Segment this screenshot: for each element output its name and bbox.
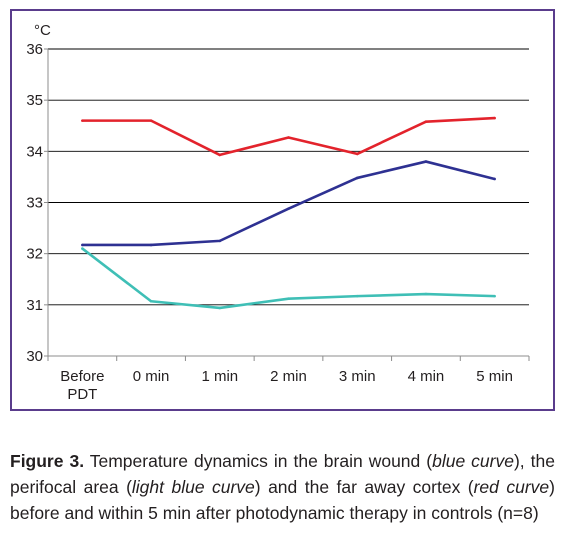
y-tick-label: 31 <box>26 297 43 314</box>
y-tick-label: 36 <box>26 41 43 58</box>
y-tick-label: 35 <box>26 92 43 109</box>
data-point <box>218 306 222 310</box>
caption-text: ) before and within 5 min after photodyn… <box>10 476 555 523</box>
x-tick-label: Before PDT <box>60 368 104 403</box>
data-point <box>424 160 428 163</box>
data-point <box>287 297 290 300</box>
x-tick-label: 2 min <box>270 368 307 385</box>
data-point <box>149 243 153 247</box>
data-point <box>424 292 428 296</box>
x-tick-label: 3 min <box>339 368 376 385</box>
data-point <box>218 153 222 157</box>
series-line-1 <box>82 160 495 247</box>
data-point <box>355 294 359 298</box>
y-unit-label: °C <box>34 22 51 39</box>
y-tick-label: 30 <box>26 348 43 365</box>
figure-caption: Figure 3. Temperature dynamics in the br… <box>10 448 555 526</box>
data-point <box>81 247 84 250</box>
caption-light-blue-curve: light blue curve <box>131 476 255 497</box>
data-point <box>493 294 496 298</box>
caption-text: Temperature dynamics in the brain wound … <box>84 450 433 471</box>
data-point <box>355 176 359 180</box>
data-point <box>287 136 290 139</box>
x-tick-label: 5 min <box>476 368 513 385</box>
data-point <box>424 120 428 123</box>
data-point <box>287 207 290 210</box>
data-point <box>355 152 359 156</box>
figure-label: Figure 3. <box>10 450 85 471</box>
data-point <box>81 119 84 122</box>
y-tick-label: 34 <box>26 143 43 160</box>
data-point <box>149 299 153 303</box>
data-point <box>81 243 84 247</box>
x-tick-label: 4 min <box>408 368 445 385</box>
data-point <box>493 177 496 181</box>
y-tick-label: 33 <box>26 195 43 212</box>
caption-text: ), the perifocal area ( <box>10 450 555 497</box>
chart-frame: 30 31 32 33 34 35 36 °C Before PDT 0 min 1 min 2 min… <box>10 9 555 411</box>
data-point <box>218 239 222 243</box>
x-tick-label: 0 min <box>133 368 170 385</box>
caption-red-curve: red curve <box>473 476 550 497</box>
line-chart: 30 31 32 33 34 35 36 °C Before PDT 0 min 1 min 2 min… <box>26 22 530 403</box>
data-point <box>493 116 496 120</box>
y-tick-label: 32 <box>26 246 43 263</box>
caption-blue-curve: blue curve <box>432 450 514 471</box>
x-tick-label: 1 min <box>201 368 238 385</box>
caption-text: ) and the far away cortex ( <box>254 476 474 497</box>
data-point <box>149 119 153 122</box>
